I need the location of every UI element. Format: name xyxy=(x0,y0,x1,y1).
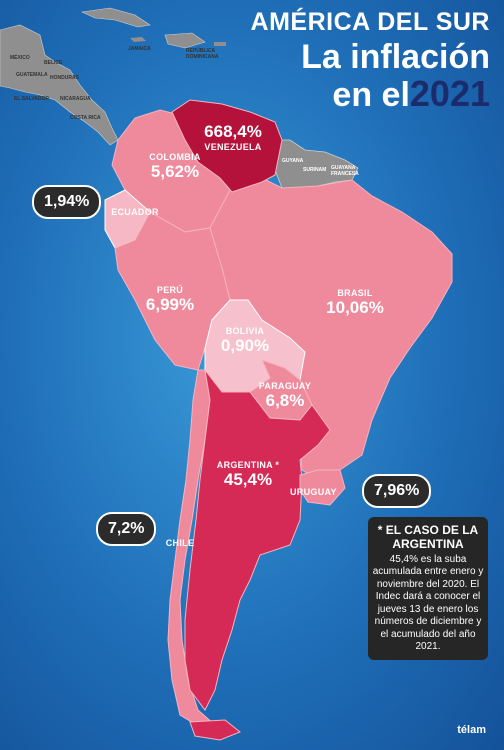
argentina-note: * EL CASO DE LA ARGENTINA 45,4% es la su… xyxy=(368,517,488,660)
central-america-region xyxy=(0,24,119,146)
colombia-name: COLOMBIA xyxy=(149,152,201,162)
label-honduras: HONDURAS xyxy=(50,75,79,81)
chile-callout: 7,2% xyxy=(96,512,157,546)
peru-label: PERÚ 6,99% xyxy=(135,285,205,315)
region-title: AMÉRICA DEL SUR xyxy=(250,8,490,36)
label-dominicana: REPÚBLICA DOMINICANA xyxy=(186,48,219,60)
telam-logo: télam xyxy=(457,724,486,736)
chile-label: CHILE xyxy=(162,538,198,548)
argentina-shape xyxy=(184,369,331,711)
label-guyana: GUYANA xyxy=(282,158,304,164)
brasil-label: BRASIL 10,06% xyxy=(310,288,400,318)
headline-prefix: en el xyxy=(332,76,410,114)
paraguay-value: 6,8% xyxy=(265,391,305,410)
label-belice: BELICE xyxy=(44,60,63,66)
jamaica-island xyxy=(130,37,146,42)
venezuela-label: 668,4% VENEZUELA xyxy=(188,122,278,152)
hispaniola-island xyxy=(164,32,206,49)
tierra-del-fuego-shape xyxy=(189,719,241,741)
uruguay-shape xyxy=(299,469,346,506)
bolivia-name: BOLIVIA xyxy=(225,326,265,336)
headline-year: 2021 xyxy=(409,73,490,114)
peru-name: PERÚ xyxy=(156,285,184,295)
note-heading: * EL CASO DE LA ARGENTINA xyxy=(377,523,479,552)
bolivia-value: 0,90% xyxy=(220,336,270,355)
venezuela-value: 668,4% xyxy=(204,122,262,141)
ecuador-callout: 1,94% xyxy=(32,185,102,219)
label-guatemala: GUATEMALA xyxy=(16,72,48,78)
argentina-value: 45,4% xyxy=(223,470,273,489)
label-guayana: GUAYANA FRANCESA xyxy=(331,165,359,177)
label-mexico: MÉXICO xyxy=(10,55,30,61)
chile-name: CHILE xyxy=(165,538,195,548)
ecuador-name: ECUADOR xyxy=(111,207,159,217)
uruguay-name: URUGUAY xyxy=(290,487,337,497)
colombia-label: COLOMBIA 5,62% xyxy=(140,152,210,182)
label-nicaragua: NICARAGUA xyxy=(60,96,91,102)
colombia-value: 5,62% xyxy=(150,162,200,181)
note-body: 45,4% es la suba acumulada entre enero y… xyxy=(372,553,484,653)
label-jamaica: JAMAICA xyxy=(128,46,151,52)
label-costa-rica: COSTA RICA xyxy=(70,115,101,121)
paraguay-name: PARAGUAY xyxy=(258,381,312,391)
uruguay-callout: 7,96% xyxy=(362,474,432,508)
brasil-value: 10,06% xyxy=(326,298,384,317)
headline-line-1: La inflación xyxy=(301,38,490,76)
brasil-name: BRASIL xyxy=(337,288,373,298)
puerto-rico-island xyxy=(214,42,226,46)
label-surinam: SURINAM xyxy=(303,167,327,173)
ecuador-label: ECUADOR xyxy=(110,207,160,217)
uruguay-label: URUGUAY xyxy=(290,487,336,497)
cuba-island xyxy=(80,7,151,28)
peru-value: 6,99% xyxy=(145,295,195,314)
venezuela-name: VENEZUELA xyxy=(204,142,262,152)
venezuela-shape xyxy=(171,99,283,193)
argentina-name: ARGENTINA * xyxy=(216,460,280,470)
label-salvador: EL SALVADOR xyxy=(14,96,50,102)
bolivia-label: BOLIVIA 0,90% xyxy=(205,326,285,356)
paraguay-label: PARAGUAY 6,8% xyxy=(252,381,318,411)
argentina-label: ARGENTINA * 45,4% xyxy=(205,460,291,490)
headline-line-2: en el2021 xyxy=(332,73,490,114)
